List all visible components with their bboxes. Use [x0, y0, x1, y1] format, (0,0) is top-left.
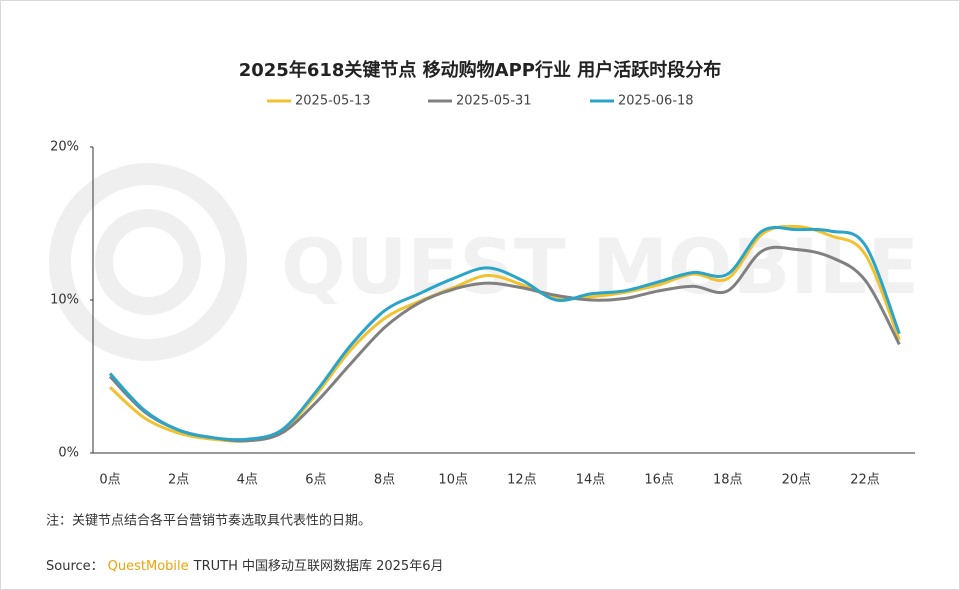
legend-label: 2025-06-18: [618, 94, 694, 109]
x-tick-label: 10点: [438, 473, 468, 488]
x-tick-label: 4点: [237, 473, 258, 488]
watermark-logo: [49, 163, 247, 361]
y-tick-label: 0%: [58, 446, 79, 461]
x-tick-label: 0点: [99, 473, 120, 488]
watermark: QUEST MOBILE: [281, 222, 919, 311]
legend-label: 2025-05-31: [456, 94, 532, 109]
x-tick-label: 12点: [507, 473, 537, 488]
x-tick-label: 16点: [644, 473, 674, 488]
x-tick-label: 14点: [576, 473, 606, 488]
x-tick-label: 22点: [850, 473, 880, 488]
x-tick-label: 6点: [305, 473, 326, 488]
y-tick-label: 20%: [50, 140, 79, 155]
note: 注：关键节点结合各平台营销节奏选取具代表性的日期。: [46, 513, 371, 529]
x-tick-label: 18点: [713, 473, 743, 488]
x-tick-label: 20点: [782, 473, 812, 488]
source-text: TRUTH 中国移动互联网数据库 2025年6月: [193, 558, 444, 574]
legend-label: 2025-05-13: [295, 94, 371, 109]
x-tick-label: 2点: [168, 473, 189, 488]
y-tick-label: 10%: [50, 293, 79, 308]
x-tick-label: 8点: [374, 473, 395, 488]
series-line: [108, 225, 901, 442]
source: Source： QuestMobile TRUTH 中国移动互联网数据库 2025年…: [46, 558, 443, 574]
source-label: Source：: [46, 559, 104, 574]
source-brand: QuestMobile: [108, 559, 189, 574]
chart-title: 2025年618关键节点 移动购物APP行业 用户活跃时段分布: [239, 59, 722, 81]
